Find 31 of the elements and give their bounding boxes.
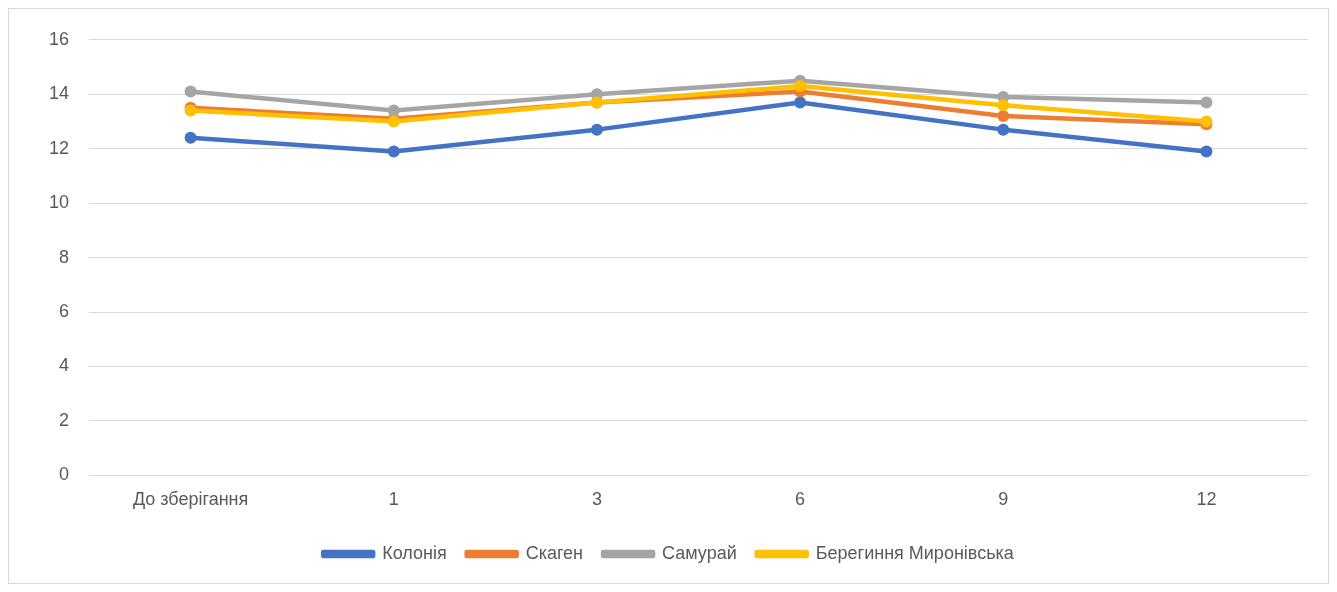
x-tick-label: 9	[998, 489, 1009, 510]
legend-label: Скаген	[525, 542, 584, 563]
y-tick-label: 10	[48, 192, 70, 213]
legend-label: Самурай	[662, 542, 737, 563]
point	[1200, 96, 1213, 109]
y-tick-label: 4	[59, 355, 70, 376]
y-tick-label: 0	[59, 464, 70, 485]
x-tick-label: 3	[591, 489, 602, 510]
y-tick-label: 12	[48, 137, 70, 158]
y-tick-label: 6	[59, 301, 70, 322]
y-tick-label: 2	[59, 409, 70, 430]
point	[997, 99, 1010, 112]
point	[590, 123, 603, 136]
y-tick-label: 14	[48, 83, 70, 104]
legend-label: Берегиння Миронівська	[815, 542, 1015, 563]
legend-label: Колонія	[382, 542, 447, 563]
point	[794, 96, 807, 109]
x-tick-label: До зберігання	[132, 489, 249, 510]
point	[997, 110, 1010, 123]
point	[387, 145, 400, 158]
point	[184, 85, 197, 98]
x-tick-label: 6	[795, 489, 806, 510]
point	[794, 80, 807, 93]
x-tick-label: 12	[1196, 489, 1217, 510]
point	[1200, 145, 1213, 158]
point	[387, 104, 400, 117]
x-tick-label: 1	[388, 489, 399, 510]
y-tick-label: 8	[59, 246, 70, 267]
point	[997, 123, 1010, 136]
point	[184, 131, 197, 144]
y-tick-label: 16	[48, 28, 70, 49]
